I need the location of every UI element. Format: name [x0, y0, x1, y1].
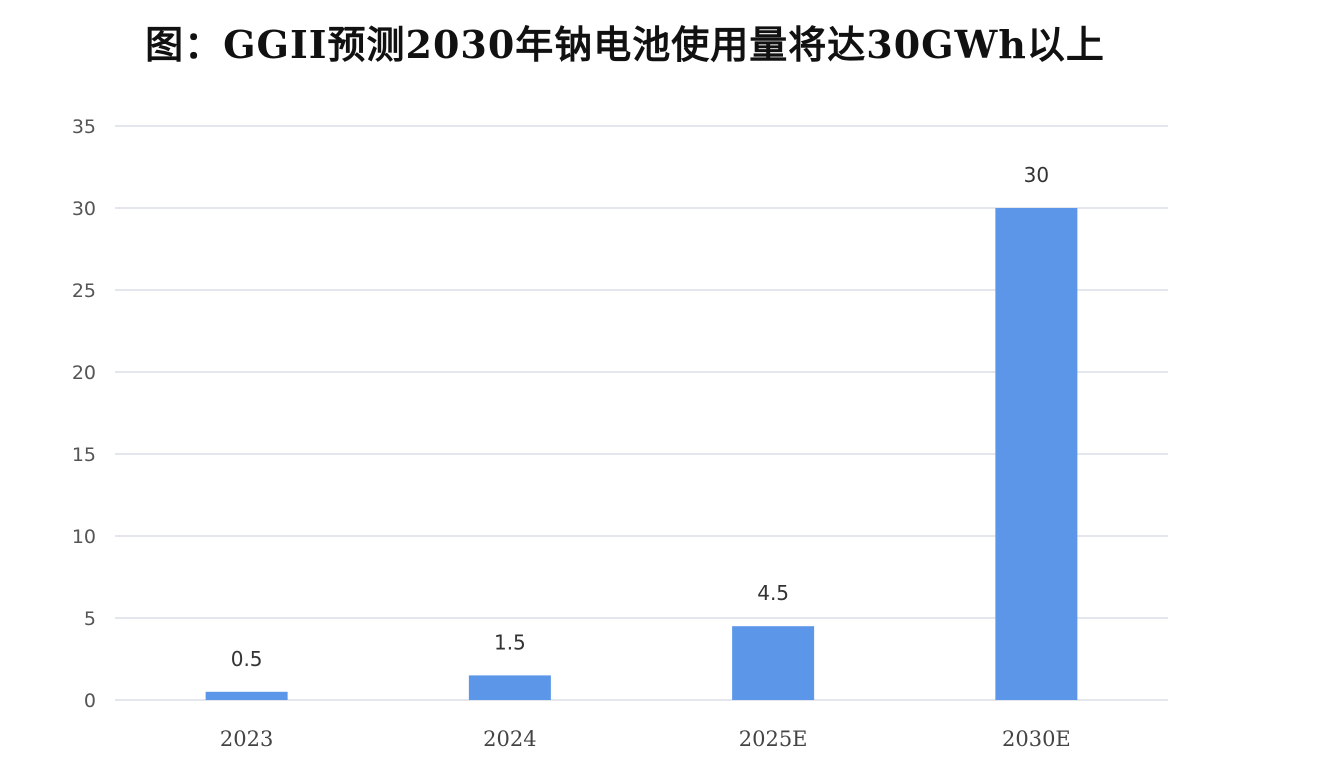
- x-tick-label: 2025E: [739, 727, 808, 751]
- bar: [732, 626, 815, 700]
- y-tick-label: 0: [84, 690, 96, 712]
- y-tick-label: 35: [72, 116, 96, 138]
- chart-title: 图：GGII预测2030年钠电池使用量将达30GWh以上: [145, 22, 1105, 67]
- bar: [995, 208, 1078, 700]
- x-tick-label: 2023: [220, 727, 273, 751]
- y-tick-label: 20: [72, 362, 96, 384]
- x-tick-label: 2024: [483, 727, 536, 751]
- x-axis-ticks: 2023 2024 2025E 2030E: [220, 727, 1071, 751]
- data-label: 4.5: [757, 581, 789, 605]
- bars: [205, 208, 1078, 700]
- data-label: 30: [1024, 163, 1049, 187]
- gridlines: [115, 125, 1168, 701]
- y-tick-label: 30: [72, 198, 96, 220]
- x-tick-label: 2030E: [1002, 727, 1071, 751]
- data-label: 1.5: [494, 630, 526, 654]
- bar: [205, 691, 288, 700]
- data-label: 0.5: [231, 647, 263, 671]
- bar: [468, 675, 551, 700]
- y-axis-ticks: 0 5 10 15 20 25 30 35: [72, 116, 96, 712]
- data-labels: 0.5 1.5 4.5 30: [231, 163, 1049, 671]
- y-tick-label: 15: [72, 444, 96, 466]
- y-tick-label: 10: [72, 526, 96, 548]
- y-tick-label: 5: [84, 608, 96, 630]
- y-tick-label: 25: [72, 280, 96, 302]
